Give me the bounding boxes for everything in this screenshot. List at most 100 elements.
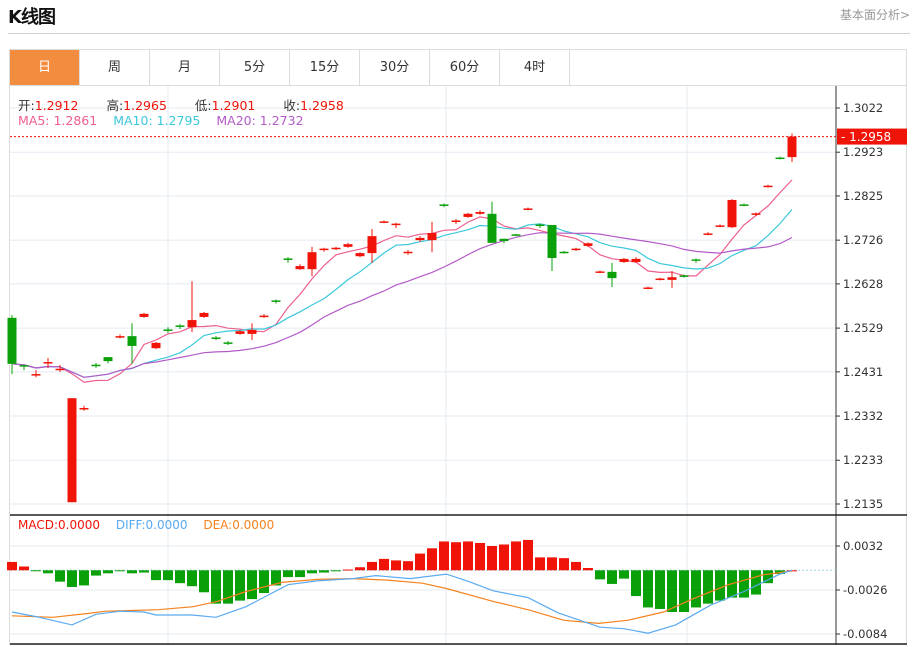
candle: [535, 223, 545, 229]
candle: [619, 258, 629, 263]
candle-body: [487, 213, 497, 243]
candle-body: [703, 233, 713, 235]
candle-body: [103, 357, 113, 362]
candle: [487, 201, 497, 243]
dea-line: [11, 570, 793, 625]
candle-body: [739, 204, 749, 206]
candle: [79, 405, 89, 411]
ma5-line: [11, 179, 793, 383]
macd-bar: [67, 570, 77, 587]
macd-bar: [679, 570, 689, 612]
macd-bar: [319, 570, 329, 573]
macd-bar: [619, 570, 629, 579]
price-tick-label: 1.3022: [843, 101, 883, 115]
divider: [8, 33, 910, 34]
tab-30min[interactable]: 30分: [360, 50, 430, 85]
candle: [763, 184, 773, 188]
candle-body: [427, 233, 437, 241]
fundamental-analysis-link[interactable]: 基本面分析>: [839, 8, 910, 22]
diff-value: DIFF:0.0000: [115, 518, 188, 532]
macd-bar: [439, 541, 449, 571]
candle-body: [295, 266, 305, 270]
candle: [163, 327, 173, 334]
macd-bar: [403, 561, 413, 571]
macd-bar: [115, 570, 125, 572]
low-label: 低:: [194, 98, 212, 113]
tab-15min[interactable]: 15分: [290, 50, 360, 85]
candle-body: [787, 136, 797, 158]
candle-body: [631, 258, 641, 263]
macd-bar: [631, 570, 641, 597]
open-value: 1.2912: [34, 98, 79, 113]
candle-body: [31, 374, 41, 376]
candle-body: [463, 213, 473, 217]
close-value: 1.2958: [300, 98, 344, 113]
candle: [775, 156, 785, 160]
candle-body: [475, 212, 485, 214]
candle-body: [91, 364, 101, 367]
candle: [295, 264, 305, 271]
candle-body: [187, 320, 197, 328]
candle: [283, 257, 293, 263]
tab-4hour[interactable]: 4时: [500, 50, 570, 85]
macd-bar: [211, 570, 221, 604]
candle-body: [571, 248, 581, 251]
candle-body: [79, 408, 89, 410]
macd-bar: [331, 570, 341, 572]
candle: [151, 341, 161, 350]
candle-body: [259, 315, 269, 318]
macd-bar: [235, 570, 245, 601]
price-tick-label: 1.2135: [843, 497, 883, 511]
macd-bar: [691, 570, 701, 608]
candle-body: [283, 258, 293, 260]
macd-bar: [715, 570, 725, 601]
low-value: 1.2901: [211, 98, 256, 113]
candle: [307, 246, 317, 277]
tab-day[interactable]: 日: [10, 50, 80, 85]
macd-bar: [223, 570, 233, 604]
macd-bar: [643, 570, 653, 608]
price-tick-label: 1.2431: [843, 365, 883, 379]
candle: [331, 246, 341, 250]
candle: [7, 315, 17, 375]
candle: [127, 323, 137, 364]
macd-value: MACD:0.0000: [18, 518, 101, 532]
candle: [91, 362, 101, 368]
candle: [607, 262, 617, 288]
macd-bar: [103, 570, 113, 574]
macd-bar: [391, 560, 401, 571]
candle-body: [115, 336, 125, 338]
candle-body: [643, 287, 653, 289]
candle: [667, 270, 677, 288]
candle: [715, 224, 725, 228]
tab-60min[interactable]: 60分: [430, 50, 500, 85]
candle-body: [163, 329, 173, 331]
candle-body: [511, 234, 521, 236]
macd-bar: [7, 561, 17, 571]
candle-body: [139, 313, 149, 317]
macd-bar: [451, 542, 461, 571]
candle-body: [271, 300, 281, 302]
tab-month[interactable]: 月: [150, 50, 220, 85]
candle: [271, 299, 281, 304]
macd-bar: [607, 570, 617, 584]
candle: [43, 358, 53, 368]
macd-tick-label: -0.0026: [843, 583, 887, 597]
tab-week[interactable]: 周: [80, 50, 150, 85]
candle: [547, 224, 557, 271]
macd-bar: [199, 570, 209, 593]
dea-value: DEA:0.0000: [203, 518, 275, 532]
tab-5min[interactable]: 5分: [220, 50, 290, 85]
candle-body: [247, 329, 257, 334]
macd-bar: [31, 570, 41, 572]
macd-legend: MACD:0.0000 DIFF:0.0000 DEA:0.0000: [18, 518, 286, 532]
candle-body: [223, 342, 233, 344]
macd-bar: [655, 570, 665, 609]
price-tick-label: 1.2233: [843, 453, 883, 467]
candle-body: [55, 368, 65, 371]
candle: [235, 330, 245, 335]
macd-bar: [511, 541, 521, 571]
candle: [139, 312, 149, 318]
macd-bar: [43, 570, 53, 574]
